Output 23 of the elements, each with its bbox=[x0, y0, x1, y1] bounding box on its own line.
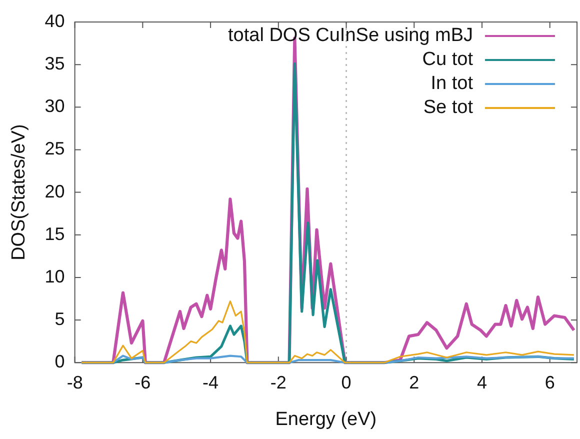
y-tick-label: 35 bbox=[44, 54, 65, 74]
x-tick-label: -8 bbox=[66, 372, 83, 392]
y-tick-label: 10 bbox=[44, 266, 65, 286]
y-tick-label: 5 bbox=[54, 308, 65, 329]
x-tick-label: 4 bbox=[476, 372, 487, 392]
y-tick-label: 25 bbox=[44, 138, 65, 159]
legend-label: In tot bbox=[430, 73, 474, 94]
y-tick-label: 0 bbox=[54, 352, 65, 372]
x-tick-label: -6 bbox=[134, 372, 151, 392]
y-axis-title: DOS(States/eV) bbox=[8, 124, 30, 260]
x-tick-label: 2 bbox=[409, 372, 420, 392]
legend-label: Cu tot bbox=[422, 49, 474, 70]
x-tick-label: -4 bbox=[202, 372, 219, 392]
x-axis-title: Energy (eV) bbox=[275, 408, 377, 430]
y-tick-label: 40 bbox=[44, 10, 65, 31]
y-tick-label: 15 bbox=[44, 224, 65, 244]
x-tick-label: -2 bbox=[270, 372, 286, 392]
y-tick-label: 30 bbox=[44, 96, 65, 116]
y-tick-label: 20 bbox=[44, 181, 65, 202]
text: total DOS CuInSe using mBJ bbox=[228, 25, 473, 46]
x-tick-label: 0 bbox=[341, 372, 352, 392]
x-tick-label: 6 bbox=[544, 372, 555, 392]
legend-label: Se tot bbox=[423, 97, 474, 118]
